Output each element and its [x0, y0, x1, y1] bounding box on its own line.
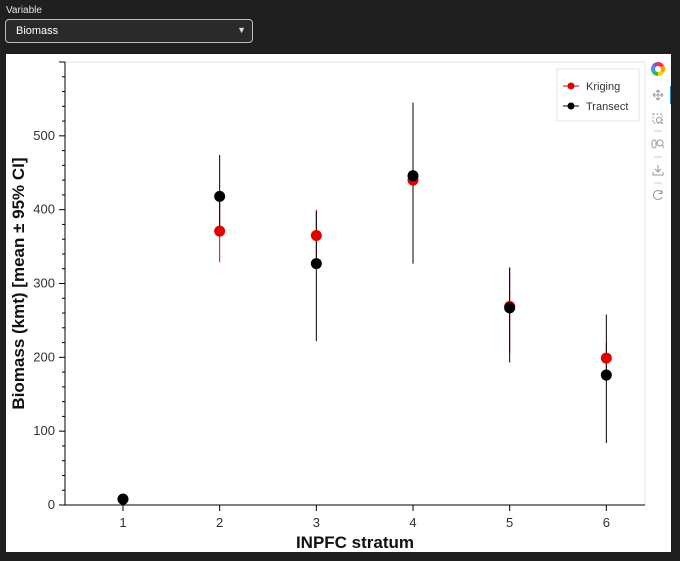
variable-label: Variable	[6, 5, 42, 16]
wheel-zoom-icon[interactable]	[651, 139, 665, 149]
y-tick-label: 100	[33, 423, 55, 438]
chart-toolbar	[651, 62, 671, 200]
bokeh-logo-icon[interactable]	[651, 62, 665, 76]
legend-label-kriging: Kriging	[586, 81, 620, 93]
transect-point	[407, 170, 419, 182]
chart-panel: 0 100 200 300 400 500 1 2 3 4 5 6 INPFC stratum Bioma…	[6, 54, 671, 552]
transect-point	[504, 302, 516, 314]
x-axis-label: INPFC stratum	[296, 533, 414, 552]
plot-frame	[64, 61, 646, 506]
kriging-point	[600, 352, 612, 364]
legend-swatch-marker	[567, 102, 575, 110]
x-tick-label: 2	[216, 515, 223, 530]
x-tick-label: 5	[506, 515, 513, 530]
box-zoom-icon[interactable]	[652, 113, 664, 125]
transect-point	[117, 493, 129, 505]
y-tick-label: 400	[33, 202, 55, 217]
transect-point	[600, 369, 612, 381]
y-tick-label: 500	[33, 128, 55, 143]
legend-label-transect: Transect	[586, 101, 628, 113]
y-tick-label: 300	[33, 276, 55, 291]
save-icon[interactable]	[652, 165, 664, 176]
transect-point	[310, 258, 322, 270]
transect-point	[214, 190, 226, 202]
variable-select[interactable]: Biomass ▼	[5, 19, 253, 43]
y-tick-label: 200	[33, 349, 55, 364]
chart-svg: 0 100 200 300 400 500 1 2 3 4 5 6 INPFC stratum Bioma…	[9, 61, 671, 552]
x-tick-label: 6	[603, 515, 610, 530]
legend-swatch-marker	[567, 82, 575, 90]
x-tick-label: 1	[119, 515, 126, 530]
kriging-point	[310, 230, 322, 242]
x-tick-label: 3	[313, 515, 320, 530]
reset-icon[interactable]	[652, 190, 663, 200]
x-tick-label: 4	[409, 515, 416, 530]
kriging-point	[214, 225, 226, 237]
pan-icon[interactable]	[652, 89, 664, 101]
y-tick-label: 0	[48, 497, 55, 512]
y-axis-label: Biomass (kmt) [mean ± 95% CI]	[9, 157, 28, 409]
legend-box	[556, 68, 640, 122]
chevron-down-icon: ▼	[237, 25, 246, 35]
variable-select-value: Biomass	[16, 25, 59, 37]
